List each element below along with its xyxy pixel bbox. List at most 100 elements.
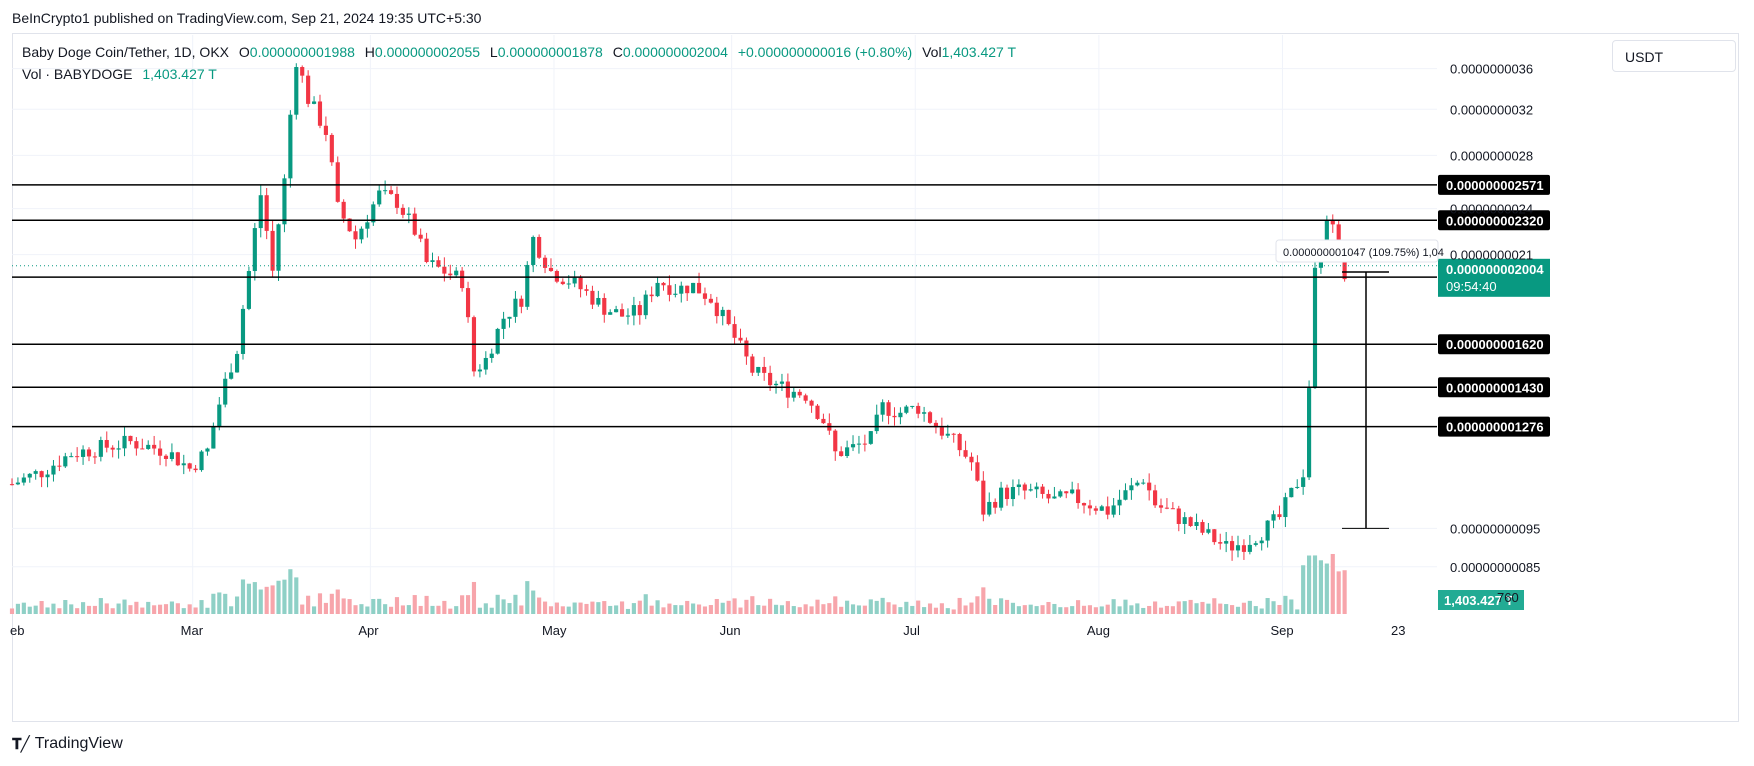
time-axis: eb Mar Apr May Jun Jul Aug Sep 23 [10, 623, 1405, 638]
volume-bar [679, 605, 684, 614]
candle-body [1194, 522, 1199, 526]
low-value: 0.000000001878 [497, 44, 603, 60]
candle-body [862, 443, 867, 445]
candle-body [1028, 489, 1033, 491]
volume-bar [1016, 606, 1021, 614]
currency-button[interactable]: USDT [1612, 40, 1736, 72]
candle-body [732, 324, 737, 338]
volume-bar [696, 604, 702, 614]
volume-bar [75, 608, 80, 614]
candle-body [904, 406, 909, 413]
candle-body [98, 440, 103, 457]
candle-body [1218, 542, 1223, 544]
volume-bar [86, 605, 92, 614]
volume-bar [1194, 603, 1199, 614]
volume-bar [211, 593, 216, 614]
candle-body [282, 178, 287, 225]
candle-body [673, 293, 678, 295]
candle-body [785, 381, 790, 398]
candle-body [1307, 388, 1312, 478]
candle-body [1200, 522, 1205, 533]
price-axis: 0.0000000036 0.0000000032 0.0000000028 0.00… [1450, 62, 1540, 605]
candle-body [1289, 487, 1294, 498]
volume-bar [1200, 601, 1205, 614]
volume-bar [868, 599, 873, 614]
symbol-label: Baby Doge Coin/Tether, 1D, OKX [22, 44, 229, 60]
volume-bar [430, 605, 435, 614]
volume-bar [1028, 604, 1033, 614]
volume-bar [1218, 603, 1223, 614]
candle-body [590, 290, 595, 305]
candle-body [134, 441, 139, 449]
volume-bar [1307, 555, 1312, 614]
level-label-bg [1438, 416, 1550, 437]
price-tick-label: 0.0000000036 [1450, 62, 1533, 77]
volume-bar [886, 602, 891, 614]
candle-body [81, 449, 86, 457]
volume-bar [691, 603, 696, 614]
volume-bar [1141, 607, 1146, 614]
candle-body [578, 277, 583, 290]
volume-bar [1010, 602, 1016, 614]
volume-bar [1230, 605, 1235, 614]
volume-bar [1070, 606, 1075, 614]
candle-body [483, 357, 488, 370]
volume-bar [424, 595, 429, 614]
volume-bar [661, 607, 666, 614]
published-caption: BeInCrypto1 published on TradingView.com… [12, 10, 482, 26]
volume-bar [39, 601, 44, 614]
candle-body [691, 282, 696, 294]
volume-bar [1182, 601, 1187, 614]
volume-bar [945, 608, 950, 614]
volume-bar [1058, 607, 1063, 614]
candle-body [436, 260, 441, 267]
candle-body [75, 456, 80, 458]
candle-body [383, 190, 388, 192]
candle-body [187, 463, 192, 469]
candle-body [252, 228, 257, 272]
volume-bar [720, 602, 725, 614]
volume-bar [1111, 599, 1116, 614]
volume-bar [1158, 607, 1164, 614]
candle-body [442, 266, 447, 274]
volume-bar [1312, 555, 1318, 614]
candle-body [548, 267, 554, 272]
volume-bar [460, 595, 465, 614]
volume-bar [169, 601, 174, 614]
candle-body [850, 444, 856, 448]
candle-body [169, 452, 174, 459]
candle-body [1147, 482, 1152, 491]
candle-body [317, 101, 323, 126]
candle-body [1081, 503, 1087, 506]
volume-bar [1153, 601, 1158, 614]
candle-body [537, 236, 542, 258]
candle-body [815, 405, 820, 419]
time-tick-label: May [542, 623, 567, 638]
volume-bar [904, 601, 909, 614]
volume-bar [1212, 598, 1217, 614]
volume-bar [45, 607, 50, 614]
candle-body [566, 283, 571, 285]
candle-body [1046, 493, 1051, 499]
candle-body [1117, 499, 1122, 506]
candle-body [412, 213, 417, 235]
volume-bar [922, 607, 927, 614]
candle-body [1312, 267, 1318, 389]
volume-bar [916, 600, 921, 614]
candle-body [377, 190, 382, 205]
candle-body [1022, 484, 1027, 491]
candle-body [448, 273, 453, 276]
candle-body [163, 455, 169, 459]
candle-body [1135, 482, 1140, 486]
candle-body [726, 309, 731, 325]
candle-body [856, 443, 862, 445]
candle-body [768, 372, 773, 386]
candle-body [1277, 514, 1282, 518]
candle-body [353, 231, 358, 240]
volume-bar [951, 609, 956, 614]
volume-bar [134, 601, 139, 614]
candle-body [1070, 489, 1075, 494]
volume-bar [323, 602, 328, 614]
candle-body [987, 501, 992, 515]
